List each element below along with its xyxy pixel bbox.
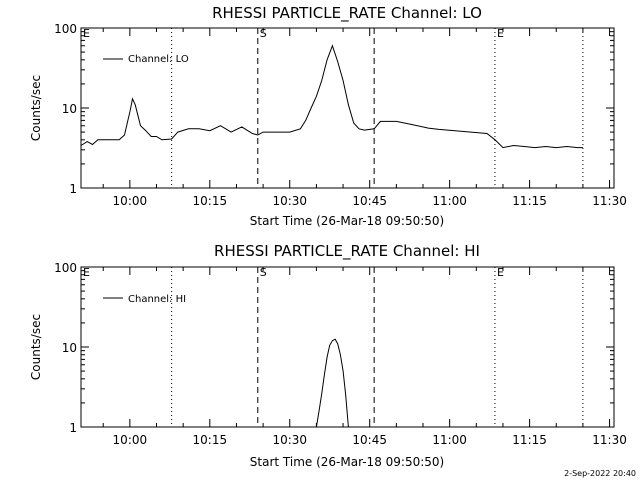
x-axis-label-hi: Start Time (26-Mar-18 09:50:50) xyxy=(250,455,444,469)
y-axis-label-lo: Counts/sec xyxy=(29,75,43,141)
event-marker-label-hi: S xyxy=(260,266,267,279)
event-marker-label-lo: S xyxy=(260,27,267,40)
x-tick-label-hi: 10:00 xyxy=(113,433,148,447)
y-tick-label-lo: 10 xyxy=(62,102,77,116)
x-tick-label-lo: 11:00 xyxy=(432,194,467,208)
x-tick-label-hi: 10:15 xyxy=(193,433,228,447)
x-tick-label-hi: 11:30 xyxy=(592,433,627,447)
x-tick-label-lo: 11:30 xyxy=(592,194,627,208)
x-tick-label-lo: 11:15 xyxy=(512,194,547,208)
event-marker-label-hi: E xyxy=(497,266,504,279)
y-tick-label-hi: 10 xyxy=(62,341,77,355)
x-tick-label-lo: 10:30 xyxy=(272,194,307,208)
x-tick-label-hi: 11:15 xyxy=(512,433,547,447)
x-tick-label-lo: 10:15 xyxy=(193,194,228,208)
chart-title-hi: RHESSI PARTICLE_RATE Channel: HI xyxy=(214,242,480,261)
x-tick-label-hi: 11:00 xyxy=(432,433,467,447)
chart-panel-hi: RHESSI PARTICLE_RATE Channel: HI Start Ti… xyxy=(29,242,627,469)
x-tick-label-hi: 10:30 xyxy=(272,433,307,447)
y-axis-label-hi: Counts/sec xyxy=(29,314,43,380)
event-marker-label-lo: E xyxy=(497,27,504,40)
event-marker-label-lo: E xyxy=(83,27,90,40)
x-axis-label-lo: Start Time (26-Mar-18 09:50:50) xyxy=(250,214,444,228)
chart-title-lo: RHESSI PARTICLE_RATE Channel: LO xyxy=(212,4,482,23)
chart-panel-lo: RHESSI PARTICLE_RATE Channel: LO Start Ti… xyxy=(29,4,627,228)
x-tick-label-hi: 10:45 xyxy=(352,433,387,447)
event-marker-label-hi: E xyxy=(83,266,90,279)
y-tick-label-hi: 1 xyxy=(69,421,77,435)
x-tick-label-lo: 10:00 xyxy=(113,194,148,208)
y-tick-label-hi: 100 xyxy=(54,261,77,275)
plot-frame-hi xyxy=(80,266,615,428)
legend-label-hi: Channel: HI xyxy=(128,294,186,305)
x-tick-label-lo: 10:45 xyxy=(352,194,387,208)
series-line-lo xyxy=(80,44,583,149)
plot-frame-lo xyxy=(80,27,615,189)
legend-label-lo: Channel: LO xyxy=(128,54,189,65)
y-tick-label-lo: 100 xyxy=(54,22,77,36)
series-line-hi xyxy=(315,338,349,428)
y-tick-label-lo: 1 xyxy=(69,182,77,196)
generation-timestamp: 2-Sep-2022 20:40 xyxy=(564,469,636,478)
